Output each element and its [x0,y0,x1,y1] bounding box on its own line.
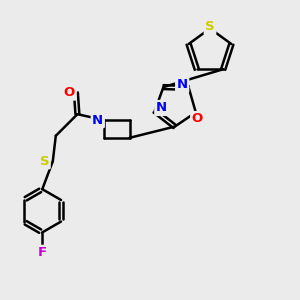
Text: N: N [177,79,188,92]
Text: S: S [205,20,215,34]
Text: O: O [192,112,203,125]
Text: O: O [64,86,75,99]
Text: S: S [40,155,49,168]
Text: N: N [92,114,103,127]
Text: F: F [38,246,47,259]
Text: N: N [156,101,167,115]
